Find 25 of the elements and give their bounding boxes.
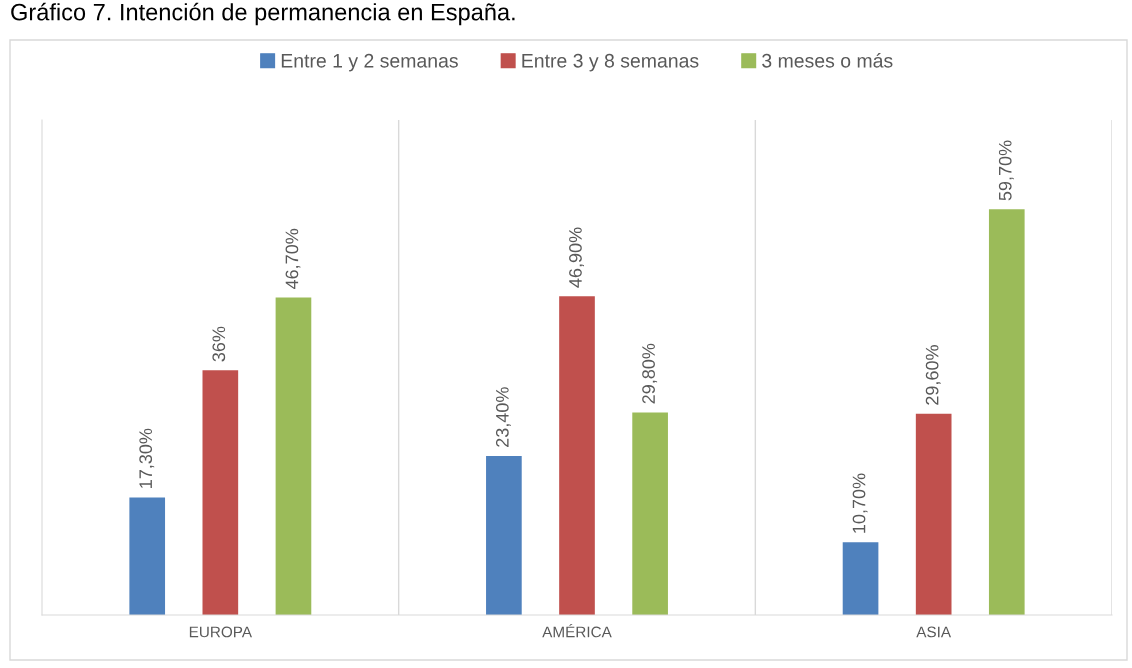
data-label: 17,30% xyxy=(139,428,155,488)
legend-label: Entre 1 y 2 semanas xyxy=(281,53,458,72)
data-label: 23,40% xyxy=(495,387,511,447)
data-label: 10,70% xyxy=(852,473,868,533)
bar xyxy=(202,370,239,615)
legend-label: 3 meses o más xyxy=(762,53,893,68)
bar xyxy=(129,497,166,615)
legend-label: Entre 3 y 8 semanas xyxy=(522,53,699,72)
bar xyxy=(275,297,312,615)
bar xyxy=(632,412,668,615)
bar xyxy=(842,542,879,615)
data-label: 29,80% xyxy=(642,343,658,404)
bar xyxy=(559,296,595,615)
data-label: 46,70% xyxy=(285,228,301,290)
data-label: 29,60% xyxy=(925,345,941,405)
bar xyxy=(988,209,1025,615)
data-label: 36% xyxy=(212,326,226,362)
data-label: 59,70% xyxy=(998,140,1014,201)
chart-title: Gráfico 7. Intención de permanencia en España. xyxy=(11,2,515,26)
x-tick-label: ASIA xyxy=(916,626,952,638)
x-tick-label: AMÉRICA xyxy=(542,623,612,638)
data-label: 46,90% xyxy=(569,227,584,288)
bar xyxy=(486,455,522,615)
bar xyxy=(915,413,952,615)
x-tick-label: EUROPA xyxy=(189,626,252,638)
